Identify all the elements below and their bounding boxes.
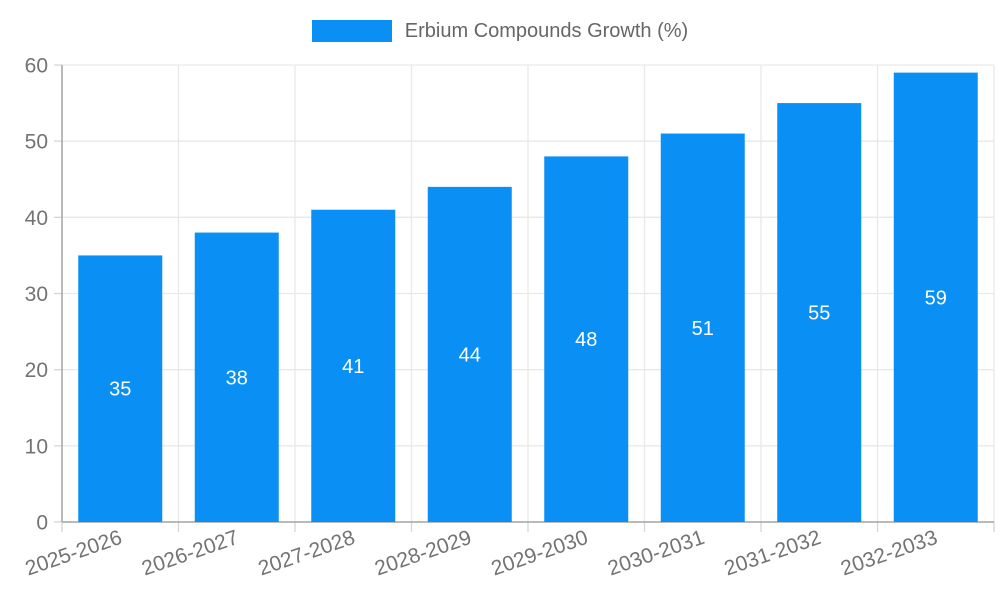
y-tick-label: 0: [36, 512, 48, 535]
y-tick-label: 20: [25, 359, 48, 382]
bar-value-label: 38: [226, 367, 248, 389]
y-tick-label: 10: [25, 435, 48, 458]
y-tick-label: 60: [25, 55, 48, 78]
x-tick-label: 2030-2031: [605, 526, 707, 580]
y-tick-label: 50: [25, 131, 48, 154]
x-tick-label: 2029-2030: [488, 526, 590, 580]
bar-value-label: 59: [925, 287, 947, 309]
x-tick-label: 2031-2032: [721, 526, 823, 580]
bar-value-label: 55: [808, 303, 830, 325]
bar-2030-2031[interactable]: [660, 133, 745, 523]
legend-swatch: [311, 20, 392, 42]
bar-value-label: 48: [575, 329, 597, 351]
bar-2026-2027[interactable]: [194, 232, 279, 523]
bar-2031-2032[interactable]: [777, 103, 862, 522]
bar-value-label: 41: [342, 356, 364, 378]
y-tick-label: 30: [25, 283, 48, 306]
legend-item[interactable]: Erbium Compounds Growth (%): [0, 18, 1000, 44]
legend-label: Erbium Compounds Growth (%): [404, 20, 689, 42]
y-tick-label: 40: [25, 207, 48, 230]
x-tick-label: 2032-2033: [838, 526, 940, 580]
bar-value-label: 35: [109, 379, 131, 401]
x-tick-label: 2027-2028: [255, 526, 357, 580]
bar-value-label: 51: [692, 318, 714, 340]
x-tick-label: 2028-2029: [372, 526, 474, 580]
x-tick-label: 2026-2027: [139, 526, 241, 580]
bar-2028-2029[interactable]: [427, 186, 512, 522]
bar-2025-2026[interactable]: [78, 255, 163, 522]
bar-2032-2033[interactable]: [893, 72, 978, 522]
bar-value-label: 44: [459, 344, 481, 366]
bar-2027-2028[interactable]: [311, 209, 396, 522]
bar-2029-2030[interactable]: [544, 156, 629, 522]
